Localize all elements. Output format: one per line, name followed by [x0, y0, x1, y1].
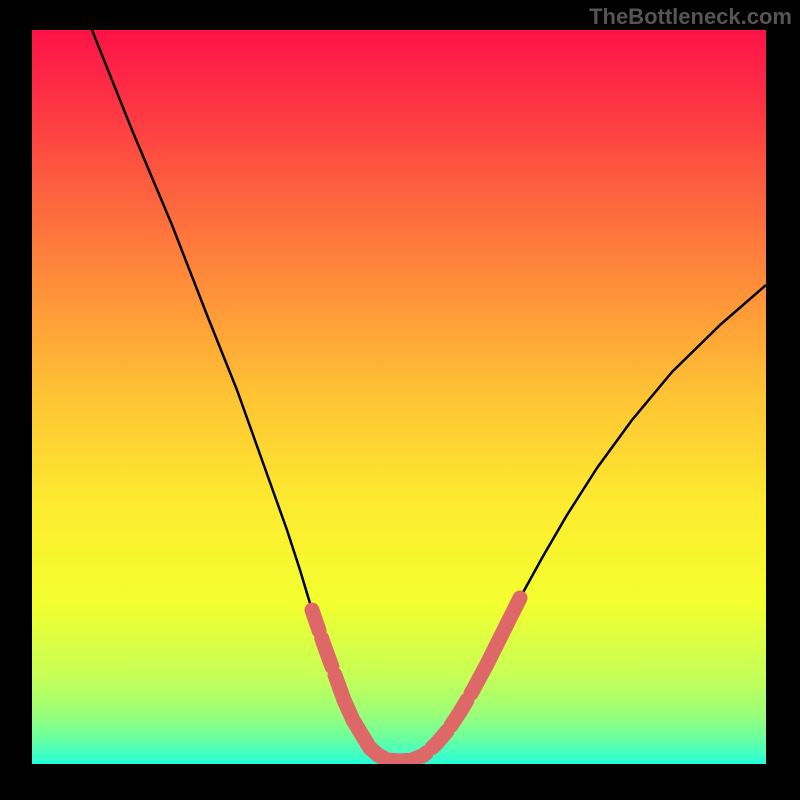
overlay-right-branch — [370, 598, 520, 761]
curve-svg — [32, 30, 766, 764]
bottleneck-curve — [92, 30, 766, 761]
plot-area — [32, 30, 766, 764]
chart-stage: TheBottleneck.com — [0, 0, 800, 800]
overlay-left-branch — [312, 610, 378, 755]
watermark-text: TheBottleneck.com — [589, 4, 792, 30]
